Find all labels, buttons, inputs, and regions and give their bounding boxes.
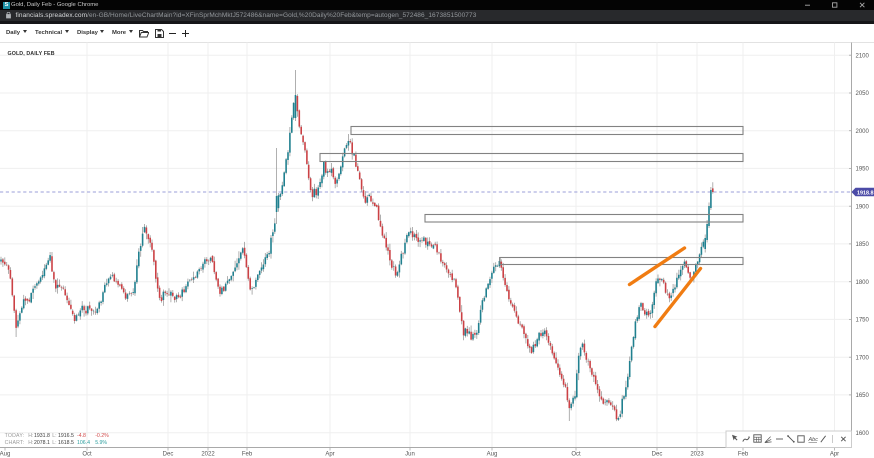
svg-text:2078.1: 2078.1 — [34, 440, 50, 446]
svg-text:2023: 2023 — [690, 452, 704, 458]
svg-text:Dec: Dec — [163, 452, 174, 458]
svg-text:106.4: 106.4 — [77, 440, 90, 446]
svg-text:Abc: Abc — [808, 437, 819, 443]
svg-text:1650: 1650 — [856, 393, 870, 399]
svg-text:Apr: Apr — [325, 452, 334, 458]
svg-text:1918.8: 1918.8 — [857, 190, 874, 196]
svg-text:Aug: Aug — [0, 452, 10, 458]
svg-text:1850: 1850 — [856, 242, 870, 248]
svg-text:GOLD, DAILY FEB: GOLD, DAILY FEB — [8, 51, 55, 57]
svg-text:1950: 1950 — [856, 167, 870, 173]
svg-text:-4.8: -4.8 — [77, 433, 86, 439]
svg-text:L:: L: — [52, 440, 56, 446]
svg-text:1700: 1700 — [856, 355, 870, 361]
svg-text:-0.2%: -0.2% — [95, 433, 109, 439]
svg-text:Oct: Oct — [82, 452, 92, 458]
svg-text:1931.8: 1931.8 — [34, 433, 50, 439]
svg-text:Feb: Feb — [738, 452, 749, 458]
svg-text:5.9%: 5.9% — [95, 440, 107, 446]
svg-text:1900: 1900 — [856, 204, 870, 210]
svg-text:Aug: Aug — [487, 452, 498, 458]
svg-text:TODAY:: TODAY: — [5, 433, 25, 439]
svg-text:1750: 1750 — [856, 318, 870, 324]
svg-text:2000: 2000 — [856, 129, 870, 135]
svg-text:Jun: Jun — [405, 452, 415, 458]
svg-text:Oct: Oct — [571, 452, 581, 458]
svg-text:2050: 2050 — [856, 91, 870, 97]
svg-text:1600: 1600 — [856, 431, 870, 437]
svg-text:H:: H: — [28, 433, 33, 439]
svg-text:2100: 2100 — [856, 53, 870, 59]
svg-text:1916.5: 1916.5 — [58, 433, 74, 439]
svg-text:2022: 2022 — [201, 452, 215, 458]
svg-text:1800: 1800 — [856, 280, 870, 286]
svg-text:H:: H: — [28, 440, 33, 446]
svg-text:L:: L: — [52, 433, 56, 439]
svg-text:1618.5: 1618.5 — [58, 440, 74, 446]
svg-text:Dec: Dec — [652, 452, 663, 458]
svg-text:Apr: Apr — [830, 452, 839, 458]
svg-text:Feb: Feb — [242, 452, 253, 458]
svg-text:CHART:: CHART: — [5, 440, 25, 446]
